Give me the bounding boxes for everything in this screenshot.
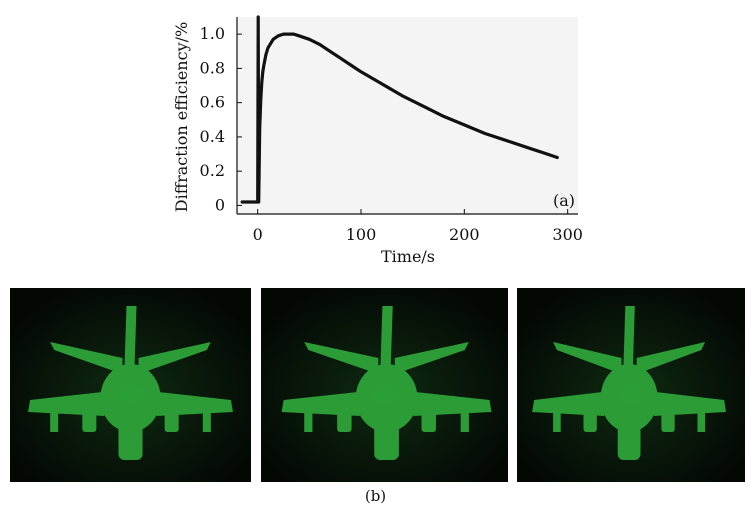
axes: 0 100 200 300 0 0.2 0.4 0.6 0.8 1.0 [200,17,583,244]
aircraft-hologram-image [261,288,508,482]
y-axis-title: Diffraction efficiency/% [172,22,191,212]
x-tick-label: 300 [552,225,583,244]
aircraft-hologram-image [517,288,745,482]
x-tick-label: 0 [253,225,263,244]
panel-label-a: (a) [553,191,575,210]
hologram-view-right [517,288,745,482]
y-tick-label: 0.8 [200,58,225,77]
hologram-view-left [10,288,251,482]
series-layer [240,15,559,204]
hologram-view-center [261,288,508,482]
x-tick-label: 200 [449,225,480,244]
plot-area [237,17,578,214]
y-tick-label: 0.6 [200,93,225,112]
y-tick-label: 0.2 [200,161,225,180]
x-axis-title: Time/s [381,247,435,266]
x-tick-label: 100 [346,225,377,244]
aircraft-hologram-image [10,288,251,482]
y-tick-label: 1.0 [200,24,225,43]
diffraction-efficiency-chart: 0 100 200 300 0 0.2 0.4 0.6 0.8 1.0 (a) Time/s Di… [172,15,583,266]
y-tick-label: 0 [215,195,225,214]
series-line [240,15,559,204]
y-tick-label: 0.4 [200,127,225,146]
figure-label-b: (b) [364,487,387,505]
